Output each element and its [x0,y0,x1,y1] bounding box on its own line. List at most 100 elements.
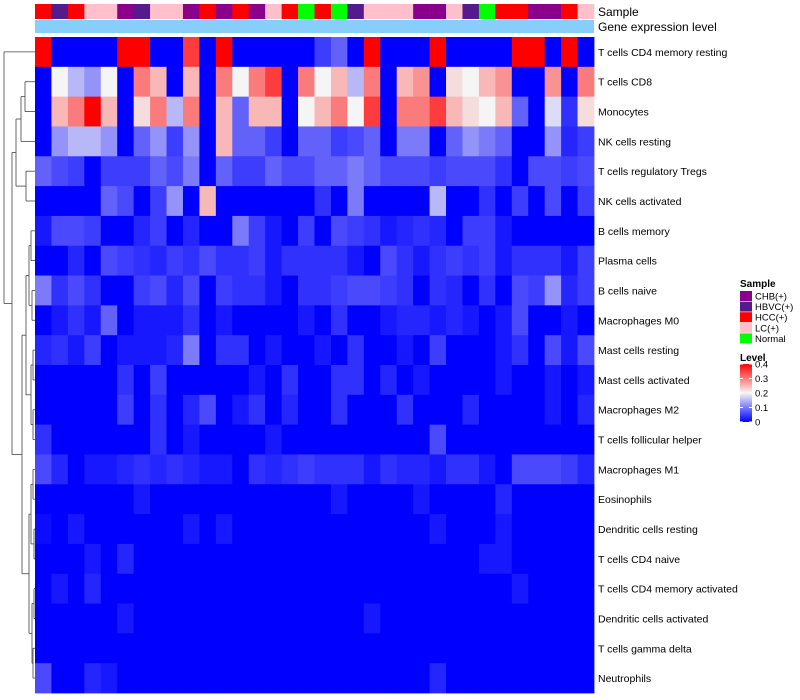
heatmap-cell [298,37,315,68]
heatmap-cell [67,543,85,575]
heatmap-cell [133,394,151,426]
heatmap-cell [248,37,266,68]
heatmap-cell [544,573,562,604]
heatmap-cell [100,633,118,664]
heatmap-cell [478,96,496,127]
heatmap-cell [100,37,118,68]
heatmap-cell [215,424,233,455]
heatmap-cell [347,156,365,187]
sample-annotation-track [35,4,595,19]
heatmap-cell [462,454,480,485]
sample-legend-title: Sample [740,279,776,290]
heatmap-cell [199,454,217,485]
heatmap-cell [166,514,184,545]
heatmap-cell [67,394,85,426]
heatmap-cell [544,454,562,485]
heatmap-cell [396,424,414,455]
heatmap-cell [561,663,578,694]
sample-annotation-cell [347,4,365,19]
heatmap-cell [347,335,365,366]
heatmap-cell [232,66,250,98]
heatmap-cell [314,245,332,276]
heatmap-cell [544,633,562,664]
heatmap-cell [232,514,250,545]
heatmap-cell [232,663,250,694]
heatmap-cell [577,365,595,396]
heatmap-cell [117,275,135,306]
row-label: T cells CD4 memory activated [598,584,738,596]
heatmap-cell [462,156,480,187]
heatmap-cell [117,365,135,396]
heatmap-cell [577,275,595,306]
heatmap-cell [150,186,167,217]
heatmap-cell [150,484,167,515]
sample-annotation-cell [495,4,513,19]
heatmap-cell [166,275,184,306]
heatmap-cell [446,156,463,187]
heatmap-cell [462,66,480,98]
heatmap-cell [298,394,315,426]
heatmap-cell [265,603,283,634]
heatmap-cell [396,543,414,575]
heatmap-cell [462,484,480,515]
heatmap-cell [133,603,151,634]
heatmap-cell [511,215,529,247]
heatmap-cell [265,365,283,396]
heatmap-cell [495,37,513,68]
heatmap-cell [100,663,118,694]
sample-annotation-cell [232,4,250,19]
heatmap-cell [265,126,283,157]
heatmap-cell [182,514,200,545]
heatmap-cell [363,394,381,426]
heatmap-cell [330,484,348,515]
heatmap-cell [413,573,430,604]
heatmap-cell [380,126,398,157]
heatmap-cell [215,37,233,68]
heatmap-cell [51,603,69,634]
heatmap-cell [35,275,52,306]
heatmap-cell [35,663,52,694]
heatmap-cell [248,633,266,664]
heatmap-cell [298,156,315,187]
heatmap-cell [248,245,266,276]
heatmap-cell [561,215,578,247]
heatmap-cell [544,335,562,366]
sample-annotation-cell [117,4,134,19]
heatmap-cell [281,96,299,127]
heatmap-cell [413,633,430,664]
heatmap-cell [298,454,315,485]
level-tick-label: 0.1 [755,403,768,414]
heatmap-cell [429,335,447,366]
heatmap-cell [166,335,184,366]
heatmap-cell [199,305,217,336]
heatmap-cell [314,37,332,68]
heatmap-cell [561,454,578,485]
heatmap-cell [298,126,315,157]
heatmap-cell [429,186,447,217]
heatmap-cell [330,633,348,664]
heatmap-cell [215,96,233,127]
sample-legend-swatch [740,312,752,323]
heatmap-cell [380,514,398,545]
heatmap-cell [84,543,102,575]
heatmap-cell [446,215,463,247]
heatmap-cell [232,305,250,336]
sample-legend-swatch [740,301,752,312]
heatmap-cell [478,394,496,426]
heatmap-cell [478,633,496,664]
sample-annotation-cell [199,4,217,19]
heatmap-cell [544,663,562,694]
heatmap-cell [265,37,283,68]
heatmap-cell [347,633,365,664]
heatmap-cell [166,186,184,217]
heatmap-cell [182,573,200,604]
heatmap-cell [462,573,480,604]
heatmap-cell [429,96,447,127]
row-label: Macrophages M1 [598,464,679,476]
heatmap-cell [314,365,332,396]
heatmap-cell [413,663,430,694]
heatmap-cell [35,96,52,127]
sample-annotation-cell [166,4,184,19]
heatmap-cell [281,633,299,664]
heatmap-cell [67,215,85,247]
